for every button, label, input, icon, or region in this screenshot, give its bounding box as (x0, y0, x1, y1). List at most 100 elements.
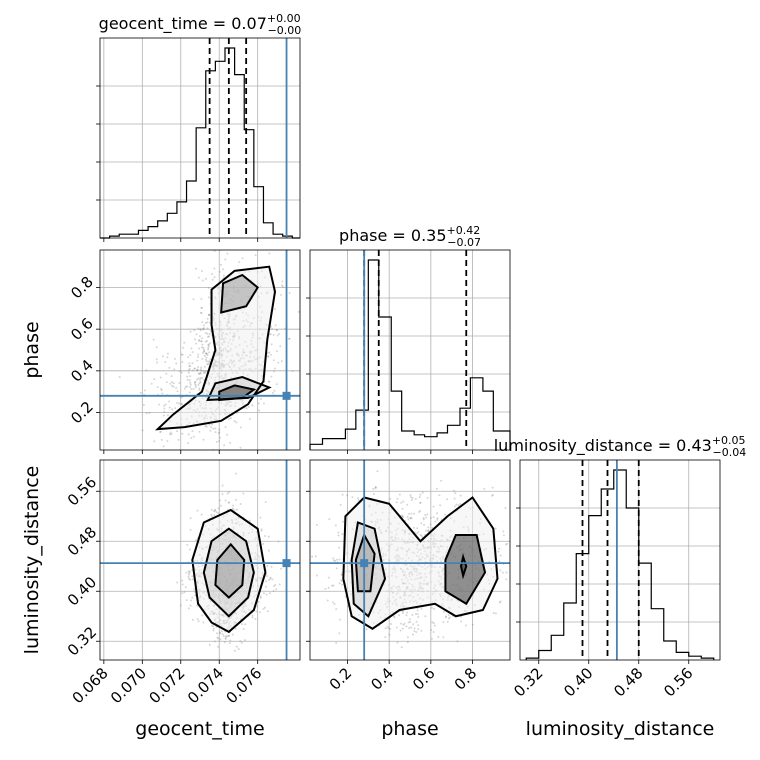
sample-point (269, 353, 272, 356)
sample-point (271, 392, 274, 395)
sample-point (411, 496, 414, 499)
sample-point (200, 366, 203, 369)
sample-point (209, 342, 212, 345)
sample-point (197, 366, 200, 369)
sample-point (208, 351, 211, 354)
sample-point (417, 531, 420, 534)
y-tick-label-phase: 0.4 (67, 356, 97, 386)
sample-point (222, 274, 225, 277)
sample-point (415, 630, 418, 633)
sample-point (196, 369, 199, 372)
sample-point (192, 435, 195, 438)
sample-point (262, 402, 265, 405)
sample-point (413, 526, 416, 529)
sample-point (175, 387, 178, 390)
sample-point (162, 414, 165, 417)
sample-point (269, 577, 272, 580)
sample-point (163, 410, 166, 413)
sample-point (194, 384, 197, 387)
sample-point (498, 560, 501, 563)
sample-point (231, 633, 234, 636)
sample-point (158, 403, 161, 406)
sample-point (265, 580, 268, 583)
sample-point (156, 386, 159, 389)
sample-point (264, 501, 267, 504)
sample-point (505, 543, 508, 546)
sample-point (162, 445, 165, 448)
sample-point (212, 510, 215, 513)
sample-point (337, 546, 340, 549)
scatter-panel-geocent_time-phase (96, 249, 301, 454)
sample-point (175, 362, 178, 365)
sample-point (229, 441, 232, 444)
sample-point (222, 268, 225, 271)
sample-point (291, 370, 294, 373)
sample-point (198, 382, 201, 385)
sample-point (270, 343, 273, 346)
sample-point (259, 595, 262, 598)
sample-point (219, 504, 222, 507)
sample-point (244, 623, 247, 626)
sample-point (219, 638, 222, 641)
sample-point (217, 511, 220, 514)
sample-point (502, 530, 505, 533)
sample-point (216, 636, 219, 639)
sample-point (505, 571, 508, 574)
sample-point (401, 515, 404, 518)
sample-point (208, 314, 211, 317)
sample-point (189, 517, 192, 520)
sample-point (181, 432, 184, 435)
sample-point (260, 528, 263, 531)
sample-point (426, 513, 429, 516)
sample-point (218, 436, 221, 439)
sample-point (374, 486, 377, 489)
sample-point (247, 405, 250, 408)
sample-point (400, 501, 403, 504)
sample-point (197, 276, 200, 279)
sample-point (442, 636, 445, 639)
sample-point (335, 558, 338, 561)
sample-point (311, 555, 314, 558)
sample-point (416, 609, 419, 612)
sample-point (182, 346, 185, 349)
sample-point (341, 533, 344, 536)
sample-point (193, 329, 196, 332)
sample-point (153, 440, 156, 443)
sample-point (148, 411, 151, 414)
sample-point (201, 337, 204, 340)
sample-point (224, 499, 227, 502)
sample-point (202, 327, 205, 330)
sample-point (220, 629, 223, 632)
sample-point (223, 641, 226, 644)
sample-point (273, 370, 276, 373)
sample-point (190, 388, 193, 391)
sample-point (206, 452, 208, 454)
sample-point (195, 342, 198, 345)
sample-point (176, 401, 179, 404)
sample-point (193, 367, 196, 370)
sample-point (205, 352, 208, 355)
sample-point (442, 621, 445, 624)
sample-point (206, 354, 209, 357)
sample-point (239, 640, 242, 643)
sample-point (227, 491, 230, 494)
sample-point (227, 634, 230, 637)
sample-point (145, 369, 148, 372)
sample-point (341, 579, 344, 582)
sample-point (432, 516, 435, 519)
sample-point (221, 633, 224, 636)
sample-point (424, 615, 427, 618)
sample-point (427, 526, 430, 529)
sample-point (452, 489, 455, 492)
sample-point (207, 296, 210, 299)
sample-point (494, 527, 497, 530)
sample-point (191, 618, 194, 621)
sample-point (270, 375, 273, 378)
sample-point (190, 437, 193, 440)
sample-point (207, 335, 210, 338)
sample-point (229, 417, 232, 420)
sample-point (191, 351, 194, 354)
sample-point (419, 533, 422, 536)
sample-point (188, 385, 191, 388)
